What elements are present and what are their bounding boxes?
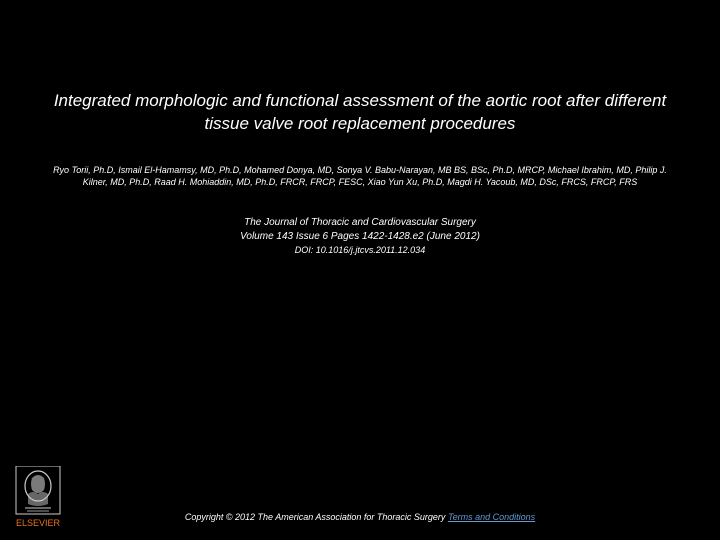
paper-title: Integrated morphologic and functional as… bbox=[0, 90, 720, 136]
journal-name: The Journal of Thoracic and Cardiovascul… bbox=[0, 216, 720, 230]
journal-citation: Volume 143 Issue 6 Pages 1422-1428.e2 (J… bbox=[0, 230, 720, 244]
copyright-text: Copyright © 2012 The American Associatio… bbox=[185, 512, 448, 522]
journal-doi: DOI: 10.1016/j.jtcvs.2011.12.034 bbox=[0, 244, 720, 257]
copyright-line: Copyright © 2012 The American Associatio… bbox=[0, 512, 720, 522]
authors-list: Ryo Torii, Ph.D, Ismail El-Hamamsy, MD, … bbox=[0, 164, 720, 188]
journal-block: The Journal of Thoracic and Cardiovascul… bbox=[0, 216, 720, 257]
terms-link[interactable]: Terms and Conditions bbox=[448, 512, 535, 522]
slide-content: Integrated morphologic and functional as… bbox=[0, 0, 720, 257]
